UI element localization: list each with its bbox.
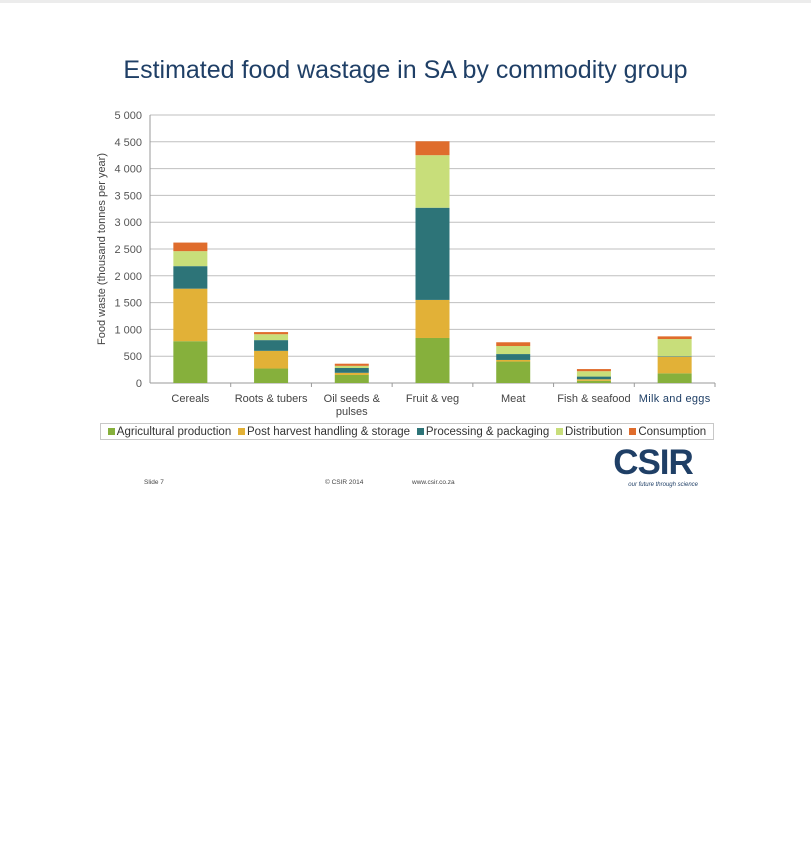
bar-segment <box>254 350 289 369</box>
bar-segment <box>334 367 369 373</box>
bar-segment <box>254 334 289 341</box>
slide-number: Slide 7 <box>144 479 164 486</box>
x-tick-label: Oil seeds & <box>324 393 381 405</box>
legend-entry: Agricultural production <box>107 425 232 438</box>
bar-segment <box>173 288 208 342</box>
bar-segment <box>576 379 611 381</box>
bar-segment <box>334 372 369 375</box>
top-rule <box>0 0 811 3</box>
legend-label: Consumption <box>638 425 707 438</box>
bar-segment <box>415 337 450 383</box>
legend-swatch <box>107 428 115 435</box>
y-tick-label: 1 500 <box>114 298 142 310</box>
y-tick-label: 0 <box>136 378 142 390</box>
bar-segment <box>415 299 450 338</box>
bar-segment <box>576 380 611 383</box>
bar-segment <box>334 365 369 368</box>
x-tick-label: pulses <box>336 406 368 418</box>
y-tick-label: 4 000 <box>114 164 142 176</box>
bar-segment <box>254 332 289 335</box>
bar-segment <box>657 356 692 374</box>
logo-tagline: our future through science <box>628 482 698 488</box>
x-tick-label: Fish & seafood <box>557 393 630 405</box>
bar-segment <box>496 354 531 360</box>
legend-entry: Post harvest handling & storage <box>238 426 410 438</box>
bar-segment <box>254 368 289 383</box>
legend-swatch <box>416 428 424 435</box>
y-tick-label: 5 000 <box>114 110 142 122</box>
bar-segment <box>334 363 369 366</box>
x-tick-label: Meat <box>501 393 525 405</box>
bar-segment <box>415 141 450 156</box>
bar-segment <box>254 340 289 351</box>
y-tick-label: 2 000 <box>114 271 142 283</box>
bar-segment <box>173 251 208 267</box>
bar-segment <box>415 207 450 300</box>
bar-segment <box>173 341 208 383</box>
bar-segment <box>496 342 531 347</box>
website-url: www.csir.co.za <box>412 479 455 486</box>
legend-entry: Distribution <box>556 426 623 438</box>
chart-title: Estimated food wastage in SA by commodit… <box>123 56 688 84</box>
bar-segment <box>657 336 692 340</box>
logo-wordmark: CSIR <box>613 443 694 482</box>
legend-label: Post harvest handling & storage <box>247 425 411 438</box>
y-tick-label: 4 500 <box>114 137 142 149</box>
legend-label: Distribution <box>565 425 623 438</box>
csir-logo: CSIR our future through science <box>608 444 698 494</box>
x-tick-label: Milk and eggs <box>639 393 711 405</box>
y-axis-title: Food waste (thousand tonnes per year) <box>96 153 108 345</box>
bar-segment <box>496 359 531 362</box>
x-tick-label: Cereals <box>171 393 209 405</box>
stacked-bar-chart: 0 500 1 000 1 500 2 000 2 500 3 000 3 500 4 000 4… <box>96 110 716 418</box>
legend-swatch <box>238 428 246 435</box>
y-tick-label: 500 <box>124 351 142 363</box>
bar-segment <box>576 369 611 372</box>
y-tick-label: 1 000 <box>114 324 142 336</box>
legend-label: Agricultural production <box>116 425 232 438</box>
chart-legend: Agricultural production Post harvest hand… <box>100 423 714 440</box>
y-tick-label: 2 500 <box>114 244 142 256</box>
legend-entry: Consumption <box>629 426 706 438</box>
bar-segment <box>173 266 208 289</box>
bar-segment <box>657 373 692 383</box>
bar-segment <box>173 242 208 252</box>
x-tick-label: Fruit & veg <box>406 393 459 405</box>
bar-segment <box>576 371 611 377</box>
legend-label: Processing & packaging <box>425 425 550 438</box>
bar-segment <box>334 374 369 383</box>
x-tick-label: Roots & tubers <box>235 393 308 405</box>
legend-swatch <box>629 428 637 435</box>
bar-segment <box>576 376 611 380</box>
y-tick-label: 3 500 <box>114 190 142 202</box>
bar-segment <box>657 339 692 357</box>
legend-swatch <box>556 428 564 435</box>
bar-segment <box>496 346 531 355</box>
bar-segment <box>496 361 531 383</box>
y-tick-label: 3 000 <box>114 217 142 229</box>
legend-entry: Processing & packaging <box>416 425 550 438</box>
bar-segment <box>415 155 450 208</box>
bar-segment <box>657 356 692 357</box>
copyright-notice: © CSIR 2014 <box>325 479 364 486</box>
